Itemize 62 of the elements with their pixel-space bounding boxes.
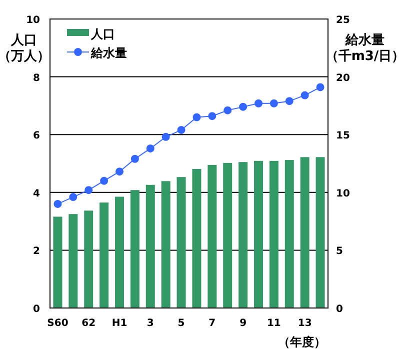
point bbox=[130, 154, 139, 163]
bar bbox=[223, 162, 232, 308]
bar bbox=[238, 162, 248, 308]
y2-tick-label: 5 bbox=[336, 246, 343, 258]
y2-tick-label: 25 bbox=[336, 15, 350, 26]
y2-tick-label: 10 bbox=[336, 188, 350, 200]
point bbox=[100, 176, 108, 185]
y-tick-label: 2 bbox=[33, 246, 40, 258]
bar bbox=[269, 160, 278, 308]
x-tick-label: H1 bbox=[112, 318, 128, 329]
x-tick-label: 3 bbox=[146, 318, 154, 329]
point bbox=[208, 112, 216, 120]
point bbox=[177, 126, 186, 134]
bar bbox=[316, 157, 325, 308]
x-tick-label: 62 bbox=[82, 318, 96, 329]
point bbox=[69, 193, 78, 202]
bar bbox=[130, 190, 140, 308]
bar bbox=[53, 216, 62, 308]
x-axis-title: （年度） bbox=[278, 335, 326, 349]
legend-label: 給水量 bbox=[90, 46, 127, 60]
bar bbox=[254, 160, 263, 308]
bar bbox=[146, 184, 155, 308]
bar bbox=[84, 210, 94, 308]
point bbox=[84, 186, 93, 194]
bar bbox=[208, 164, 217, 308]
point bbox=[254, 99, 262, 108]
point bbox=[162, 132, 170, 141]
x-tick-label: 9 bbox=[240, 318, 247, 329]
point bbox=[54, 200, 62, 208]
x-tick-label: S60 bbox=[47, 318, 68, 329]
point bbox=[316, 83, 324, 92]
point bbox=[285, 97, 294, 106]
bar bbox=[115, 196, 124, 308]
y-tick-label: 10 bbox=[26, 15, 40, 26]
x-tick-label: 7 bbox=[208, 318, 216, 329]
bar bbox=[100, 202, 109, 308]
y-tick-label: 4 bbox=[33, 188, 40, 200]
bar bbox=[300, 157, 310, 308]
point bbox=[116, 168, 124, 176]
y2-tick-label: 15 bbox=[336, 130, 350, 142]
point bbox=[239, 102, 248, 111]
y-tick-label: 0 bbox=[33, 304, 40, 315]
point bbox=[146, 144, 154, 152]
y-axis-title: 人口（万人） bbox=[0, 33, 50, 64]
bar bbox=[284, 160, 294, 308]
bar bbox=[161, 181, 170, 308]
point bbox=[224, 106, 232, 114]
point bbox=[192, 113, 201, 122]
y2-tick-label: 20 bbox=[336, 72, 350, 84]
x-tick-label: 13 bbox=[298, 318, 312, 329]
point bbox=[270, 99, 278, 108]
y2-tick-label: 0 bbox=[336, 304, 343, 315]
y-tick-label: 8 bbox=[33, 72, 40, 84]
y-tick-label: 6 bbox=[33, 130, 40, 142]
point bbox=[300, 91, 309, 100]
x-tick-label: 5 bbox=[178, 318, 185, 329]
bar bbox=[68, 214, 78, 308]
bar bbox=[176, 177, 186, 308]
bar bbox=[192, 168, 202, 308]
y2-axis-title: 給水量（千m3/日） bbox=[325, 33, 399, 64]
legend-label: 人口 bbox=[90, 27, 115, 41]
x-tick-label: 11 bbox=[266, 318, 281, 329]
